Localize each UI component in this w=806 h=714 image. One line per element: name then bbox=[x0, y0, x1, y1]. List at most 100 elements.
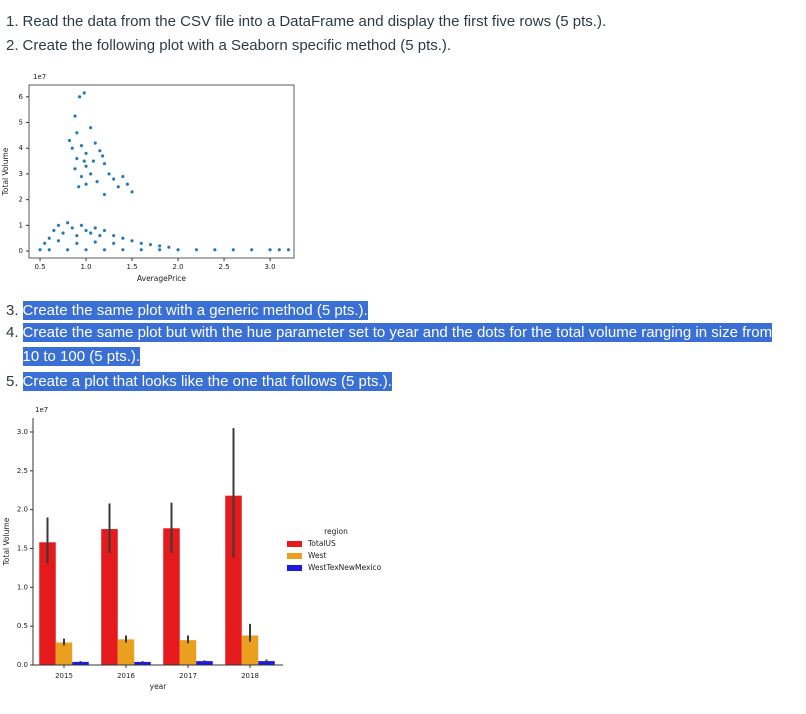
scatter-point bbox=[74, 233, 79, 238]
bar bbox=[134, 661, 151, 665]
scatter-point bbox=[120, 236, 125, 241]
scatter-point bbox=[47, 236, 52, 241]
scatter-point bbox=[102, 161, 107, 166]
x-tick-label: 1.5 bbox=[126, 263, 137, 271]
x-tick-label: 2018 bbox=[241, 672, 259, 680]
scatter-point bbox=[73, 114, 78, 119]
scatter-point bbox=[88, 125, 93, 130]
scatter-point bbox=[111, 233, 116, 238]
legend-label: TotalUS bbox=[307, 539, 336, 548]
y-tick-label: 2.0 bbox=[17, 506, 28, 514]
legend-label: WestTexNewMexico bbox=[308, 563, 382, 572]
y-tick-label: 6 bbox=[19, 93, 24, 101]
scatter-point bbox=[76, 184, 81, 189]
y-axis-label: Total Volume bbox=[2, 517, 11, 566]
y-tick-label: 3.0 bbox=[17, 428, 28, 436]
item-text: Create the same plot but with the hue pa… bbox=[22, 323, 773, 366]
legend-title: region bbox=[324, 527, 348, 536]
scatter-point bbox=[38, 247, 43, 252]
scatter-point bbox=[56, 238, 61, 243]
item-number: 3. bbox=[6, 302, 19, 319]
scatter-point bbox=[74, 130, 79, 135]
scatter-chart: 0.5 1.0 1.5 2.0 2.5 3.0 0 1 2 3 4 5 6 1e7 AveragePrice… bbox=[1, 73, 295, 283]
x-tick-label: 2015 bbox=[55, 672, 73, 680]
scatter-point bbox=[97, 233, 102, 238]
scatter-point bbox=[65, 247, 70, 252]
scatter-point bbox=[79, 174, 84, 179]
item-text-box: Create the same plot but with the hue pa… bbox=[22, 321, 788, 369]
x-tick-label: 2017 bbox=[179, 672, 197, 680]
scatter-point bbox=[130, 238, 135, 243]
scatter-point bbox=[212, 247, 217, 252]
x-tick-label: 2.5 bbox=[218, 263, 229, 271]
scatter-point bbox=[67, 138, 72, 143]
item-text-box: Create the same plot with a generic meth… bbox=[22, 299, 788, 323]
item-text-box: Read the data from the CSV file into a D… bbox=[23, 10, 788, 34]
bar bbox=[179, 640, 197, 665]
legend-swatch bbox=[287, 541, 302, 547]
instruction-item: 2. Create the following plot with a Seabo… bbox=[6, 34, 788, 58]
y-tick-label: 5 bbox=[19, 119, 23, 127]
scatter-point bbox=[84, 247, 89, 252]
y-tick-label: 1.5 bbox=[17, 544, 28, 552]
scatter-point bbox=[56, 223, 61, 228]
scatter-point bbox=[102, 228, 107, 233]
scatter-point bbox=[42, 241, 47, 246]
instruction-item: 3. Create the same plot with a generic me… bbox=[6, 299, 788, 323]
instruction-item: 1. Read the data from the CSV file into a… bbox=[6, 10, 788, 34]
item-number: 5. bbox=[6, 373, 19, 390]
scatter-point bbox=[157, 247, 162, 252]
bar bbox=[117, 639, 135, 665]
scatter-point bbox=[61, 231, 66, 236]
scatter-point bbox=[148, 242, 153, 247]
scatter-point bbox=[70, 146, 75, 151]
scatter-point bbox=[82, 90, 87, 95]
y-tick-label: 0.5 bbox=[17, 622, 28, 630]
item-text-box: Create the following plot with a Seaborn… bbox=[23, 34, 788, 58]
y-tick-label: 4 bbox=[19, 144, 24, 152]
bar bbox=[225, 495, 242, 665]
item-number: 2. bbox=[6, 37, 19, 54]
instruction-item: 4. Create the same plot but with the hue … bbox=[6, 321, 788, 369]
scatter-point bbox=[93, 141, 98, 146]
item-text: Create the same plot with a generic meth… bbox=[22, 301, 368, 320]
bar bbox=[258, 661, 275, 665]
scatter-point bbox=[107, 171, 112, 176]
y-tick-label: 2 bbox=[19, 196, 23, 204]
scatter-point bbox=[70, 225, 75, 230]
scatter-point bbox=[77, 94, 82, 99]
item-number: 4. bbox=[6, 324, 19, 341]
bar bbox=[196, 661, 213, 665]
item-number: 1. bbox=[6, 13, 19, 30]
y-tick-label: 1 bbox=[19, 221, 23, 229]
offset-label: 1e7 bbox=[35, 406, 48, 414]
y-tick-label: 3 bbox=[19, 170, 23, 178]
scatter-point bbox=[79, 143, 84, 148]
scatter-point bbox=[157, 243, 162, 248]
bar-chart: 0.0 0.5 1.0 1.5 2.0 2.5 3.0 2015 2016 2017 2018 1e7… bbox=[2, 406, 382, 691]
scatter-point bbox=[91, 159, 96, 164]
scatter-point bbox=[73, 166, 78, 171]
bar bbox=[39, 542, 56, 665]
scatter-point bbox=[84, 164, 89, 169]
item-text-box: Create a plot that looks like the one th… bbox=[22, 370, 788, 394]
scatter-point bbox=[130, 189, 135, 194]
scatter-point bbox=[249, 247, 254, 252]
offset-label: 1e7 bbox=[33, 73, 46, 81]
bar bbox=[101, 529, 118, 665]
x-axis-label: AveragePrice bbox=[137, 274, 186, 283]
y-tick-label: 0 bbox=[19, 247, 23, 255]
scatter-point bbox=[268, 247, 273, 252]
legend-label: West bbox=[308, 551, 326, 560]
scatter-point bbox=[88, 171, 93, 176]
scatter-point bbox=[84, 182, 89, 187]
scatter-point bbox=[84, 151, 89, 156]
x-tick-label: 0.5 bbox=[34, 263, 45, 271]
scatter-point bbox=[277, 247, 282, 252]
scatter-point bbox=[194, 247, 199, 252]
scatter-point bbox=[111, 177, 116, 182]
item-text: Create a plot that looks like the one th… bbox=[22, 372, 392, 391]
y-tick-label: 2.5 bbox=[17, 467, 28, 475]
scatter-point bbox=[74, 156, 79, 161]
